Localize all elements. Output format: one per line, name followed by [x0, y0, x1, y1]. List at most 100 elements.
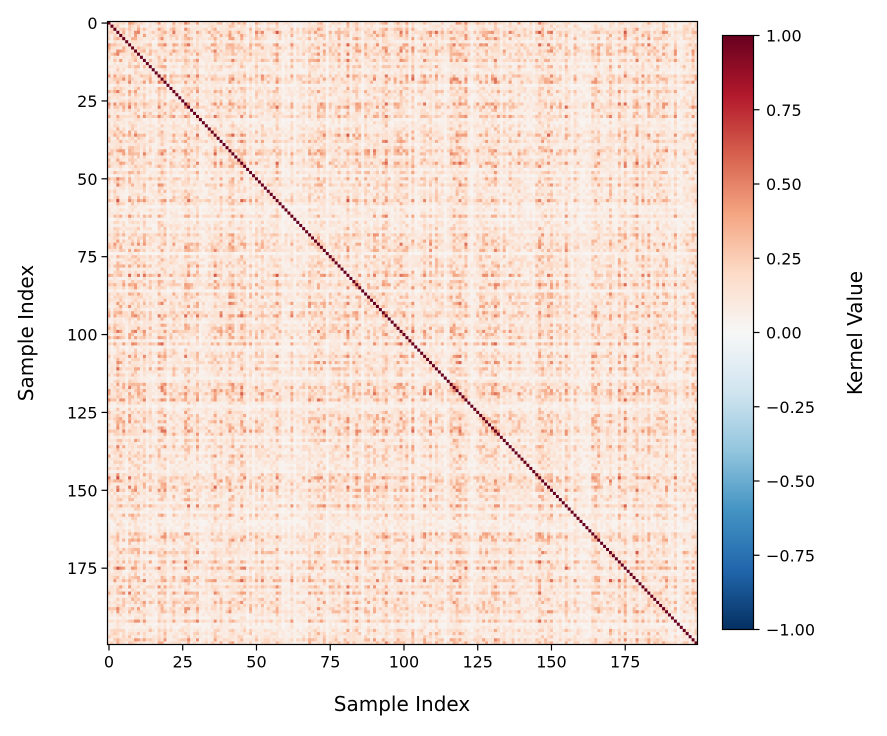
heatmap-cell: [577, 65, 580, 68]
heatmap-cell: [588, 78, 591, 81]
heatmap-cell: [585, 46, 588, 49]
heatmap-cell: [193, 65, 196, 68]
heatmap-cell: [344, 93, 347, 96]
heatmap-cell: [346, 78, 349, 81]
heatmap-cell: [647, 71, 650, 74]
heatmap-cell: [453, 43, 456, 46]
heatmap-cell: [470, 62, 473, 65]
heatmap-cell: [320, 65, 323, 68]
heatmap-cell: [382, 62, 385, 65]
heatmap-cell: [426, 71, 429, 74]
heatmap-cell: [432, 74, 435, 77]
heatmap-cell: [116, 31, 119, 34]
heatmap-cell: [285, 87, 288, 90]
heatmap-cell: [585, 50, 588, 53]
heatmap-cell: [293, 90, 296, 93]
heatmap-cell: [636, 43, 639, 46]
heatmap-cell: [662, 81, 665, 84]
heatmap-cell: [435, 87, 438, 90]
heatmap-cell: [323, 71, 326, 74]
heatmap-cell: [276, 31, 279, 34]
heatmap-cell: [662, 25, 665, 28]
heatmap-cell: [341, 78, 344, 81]
heatmap-cell: [603, 96, 606, 99]
heatmap-cell: [152, 90, 155, 93]
heatmap-cell: [261, 96, 264, 99]
heatmap-cell: [146, 31, 149, 34]
heatmap-cell: [276, 96, 279, 99]
heatmap-cell: [125, 71, 128, 74]
heatmap-cell: [417, 43, 420, 46]
heatmap-cell: [482, 87, 485, 90]
heatmap-cell: [391, 71, 394, 74]
heatmap-cell: [346, 87, 349, 90]
heatmap-cell: [320, 56, 323, 59]
heatmap-cell: [338, 87, 341, 90]
heatmap-cell: [512, 31, 515, 34]
heatmap-cell: [276, 46, 279, 49]
heatmap-cell: [397, 81, 400, 84]
heatmap-cell: [674, 74, 677, 77]
heatmap-cell: [518, 90, 521, 93]
heatmap-cell: [264, 50, 267, 53]
heatmap-cell: [128, 43, 131, 46]
heatmap-cell: [240, 87, 243, 90]
heatmap-cell: [500, 74, 503, 77]
heatmap-cell: [261, 31, 264, 34]
heatmap-cell: [308, 28, 311, 31]
heatmap-cell: [394, 93, 397, 96]
heatmap-cell: [562, 74, 565, 77]
heatmap-cell: [391, 37, 394, 40]
heatmap-cell: [574, 78, 577, 81]
heatmap-cell: [485, 34, 488, 37]
heatmap-cell: [521, 31, 524, 34]
heatmap-cell: [473, 40, 476, 43]
heatmap-cell: [226, 78, 229, 81]
heatmap-cell: [488, 56, 491, 59]
heatmap-cell: [385, 46, 388, 49]
heatmap-cell: [541, 65, 544, 68]
heatmap-cell: [119, 90, 122, 93]
heatmap-cell: [246, 90, 249, 93]
heatmap-cell: [636, 62, 639, 65]
heatmap-cell: [571, 59, 574, 62]
heatmap-cell: [149, 40, 152, 43]
heatmap-cell: [169, 34, 172, 37]
heatmap-cell: [287, 78, 290, 81]
heatmap-cell: [314, 62, 317, 65]
heatmap-cell: [515, 53, 518, 56]
heatmap-cell: [565, 59, 568, 62]
heatmap-cell: [137, 59, 140, 62]
heatmap-cell: [199, 53, 202, 56]
heatmap-cell: [677, 28, 680, 31]
heatmap-cell: [335, 71, 338, 74]
heatmap-cell: [190, 84, 193, 87]
heatmap-cell: [624, 50, 627, 53]
heatmap-cell: [202, 74, 205, 77]
heatmap-cell: [382, 78, 385, 81]
heatmap-cell: [349, 25, 352, 28]
heatmap-cell: [234, 31, 237, 34]
heatmap-cell: [296, 56, 299, 59]
heatmap-cell: [394, 71, 397, 74]
heatmap-cell: [382, 96, 385, 99]
heatmap-cell: [577, 81, 580, 84]
heatmap-cell: [653, 59, 656, 62]
heatmap-cell: [305, 56, 308, 59]
heatmap-cell: [290, 81, 293, 84]
heatmap-cell: [308, 25, 311, 28]
heatmap-cell: [355, 59, 358, 62]
heatmap-cell: [249, 28, 252, 31]
heatmap-cell: [116, 65, 119, 68]
heatmap-cell: [299, 34, 302, 37]
heatmap-cell: [618, 93, 621, 96]
heatmap-cell: [476, 28, 479, 31]
heatmap-cell: [506, 81, 509, 84]
heatmap-cell: [624, 84, 627, 87]
heatmap-cell: [394, 62, 397, 65]
heatmap-cell: [181, 74, 184, 77]
heatmap-cell: [249, 25, 252, 28]
heatmap-cell: [523, 25, 526, 28]
heatmap-cell: [630, 62, 633, 65]
